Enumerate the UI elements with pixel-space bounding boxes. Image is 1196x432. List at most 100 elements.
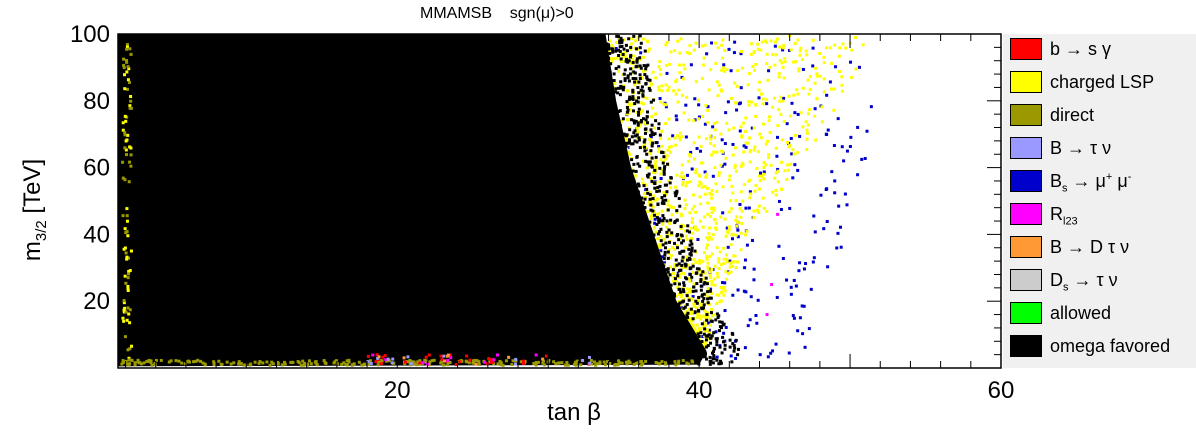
scatter-point — [766, 355, 770, 359]
scatter-point — [748, 196, 752, 200]
y-tick-label: 80 — [83, 88, 110, 115]
scatter-point — [658, 184, 662, 188]
scatter-point — [387, 359, 391, 363]
scatter-point — [130, 344, 134, 348]
scatter-point — [122, 308, 126, 312]
scatter-point — [668, 150, 672, 154]
scatter-point — [792, 278, 796, 282]
scatter-point — [499, 363, 503, 367]
scatter-point — [657, 361, 661, 365]
scatter-point — [547, 358, 551, 362]
scatter-point — [696, 299, 700, 303]
scatter-point — [709, 296, 713, 300]
scatter-point — [722, 293, 726, 297]
scatter-point — [643, 49, 647, 53]
scatter-point — [742, 289, 746, 293]
scatter-point — [622, 72, 626, 76]
scatter-point — [685, 258, 689, 262]
scatter-point — [757, 88, 761, 92]
scatter-point — [712, 208, 716, 212]
scatter-point — [712, 217, 716, 221]
legend-swatch — [1010, 236, 1042, 258]
scatter-point — [720, 164, 724, 168]
legend-swatch — [1010, 203, 1042, 225]
scatter-point — [777, 199, 781, 203]
scatter-point — [724, 156, 728, 160]
scatter-point — [656, 268, 660, 272]
scatter-point — [625, 191, 629, 195]
scatter-point — [642, 184, 646, 188]
scatter-point — [682, 290, 686, 294]
scatter-point — [608, 362, 612, 366]
scatter-point — [660, 168, 664, 172]
scatter-point — [718, 250, 722, 254]
scatter-point — [721, 281, 725, 285]
scatter-point — [646, 78, 650, 82]
scatter-point — [688, 44, 692, 48]
scatter-point — [721, 211, 725, 215]
scatter-point — [678, 51, 682, 55]
scatter-point — [638, 64, 642, 68]
scatter-point — [687, 247, 691, 251]
scatter-point — [723, 343, 727, 347]
legend-swatch — [1010, 137, 1042, 159]
scatter-point — [716, 46, 720, 50]
scatter-point — [730, 207, 734, 211]
scatter-point — [646, 49, 650, 53]
scatter-point — [793, 41, 797, 45]
scatter-point — [691, 217, 695, 221]
scatter-point — [690, 237, 694, 241]
scatter-point — [706, 109, 710, 113]
scatter-point — [702, 251, 706, 255]
scatter-point — [796, 112, 800, 116]
scatter-point — [648, 137, 652, 141]
scatter-point — [669, 283, 673, 287]
scatter-point — [625, 112, 629, 116]
scatter-point — [660, 89, 664, 93]
scatter-point — [673, 136, 677, 140]
scatter-point — [773, 63, 777, 67]
scatter-point — [797, 67, 801, 71]
scatter-point — [695, 267, 699, 271]
scatter-point — [793, 163, 797, 167]
scatter-point — [725, 68, 729, 72]
scatter-point — [638, 164, 642, 168]
scatter-point — [660, 196, 664, 200]
scatter-point — [670, 232, 674, 236]
scatter-point — [296, 360, 300, 364]
scatter-point — [440, 360, 444, 364]
scatter-point — [729, 261, 733, 265]
scatter-point — [744, 206, 748, 210]
scatter-point — [691, 310, 695, 314]
scatter-point — [690, 220, 694, 224]
scatter-point — [703, 320, 707, 324]
scatter-point — [734, 101, 738, 105]
scatter-point — [708, 362, 712, 366]
scatter-point — [680, 263, 684, 267]
scatter-point — [679, 131, 683, 135]
scatter-point — [688, 289, 692, 293]
scatter-point — [830, 61, 834, 65]
scatter-point — [406, 355, 410, 359]
scatter-point — [636, 36, 640, 40]
scatter-point — [766, 78, 770, 82]
scatter-point — [199, 359, 203, 363]
scatter-point — [684, 234, 688, 238]
scatter-point — [674, 294, 678, 298]
scatter-point — [448, 360, 452, 364]
legend-label-omega: omega favored — [1050, 336, 1171, 356]
scatter-point — [662, 288, 666, 292]
scatter-point — [643, 197, 647, 201]
scatter-point — [693, 327, 697, 331]
scatter-point — [715, 271, 719, 275]
scatter-point — [660, 255, 664, 259]
scatter-point — [704, 276, 708, 280]
scatter-point — [428, 360, 432, 364]
scatter-point — [680, 300, 684, 304]
scatter-point — [128, 362, 132, 366]
scatter-point — [376, 356, 380, 360]
scatter-point — [774, 342, 778, 346]
scatter-point — [636, 131, 640, 135]
scatter-point — [665, 307, 669, 311]
scatter-point — [711, 233, 715, 237]
